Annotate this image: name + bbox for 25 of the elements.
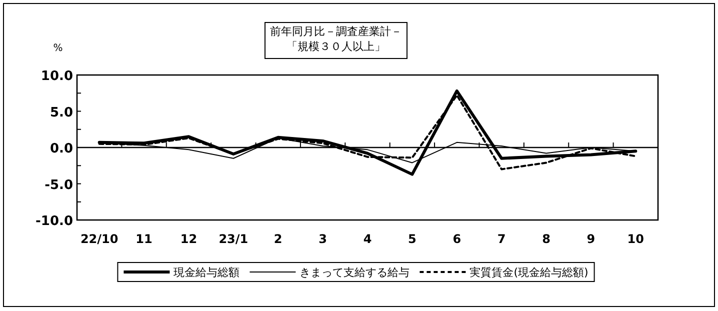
x-tick-label: 11: [136, 232, 152, 246]
x-tick-label: 7: [497, 232, 506, 246]
title: 前年同月比－調査産業計－ 「規模３０人以上」: [264, 22, 408, 59]
x-tick-label: 12: [180, 232, 198, 246]
x-tick-label: 3: [318, 232, 327, 246]
y-axis-title: %: [53, 43, 63, 54]
legend-label: きまって支給する給与: [300, 266, 410, 279]
x-tick-label: 5: [408, 232, 416, 246]
y-tick-label: 10.0: [40, 69, 73, 84]
x-tick-label: 9: [586, 232, 596, 246]
x-tick-label: 2: [274, 232, 282, 246]
x-tick-label: 4: [363, 232, 372, 246]
legend-label: 現金給与総額: [174, 266, 240, 279]
y-tick-label: -10.0: [36, 214, 73, 229]
chart-subtitle: 「規模３０人以上」: [286, 40, 386, 53]
x-tick-label: 8: [542, 232, 550, 246]
chart-title: 前年同月比－調査産業計－: [270, 25, 402, 38]
legend-label: 実質賃金(現金給与総額): [470, 266, 588, 279]
x-tick-label: 6: [452, 232, 462, 246]
y-tick-label: -5.0: [44, 178, 73, 193]
x-tick-label: 23/1: [218, 232, 248, 246]
x-tick-label: 10: [627, 232, 644, 246]
y-tick-label: 0.0: [50, 142, 73, 156]
x-tick-label: 22/10: [80, 232, 118, 246]
y-tick-label: 5.0: [50, 105, 73, 120]
